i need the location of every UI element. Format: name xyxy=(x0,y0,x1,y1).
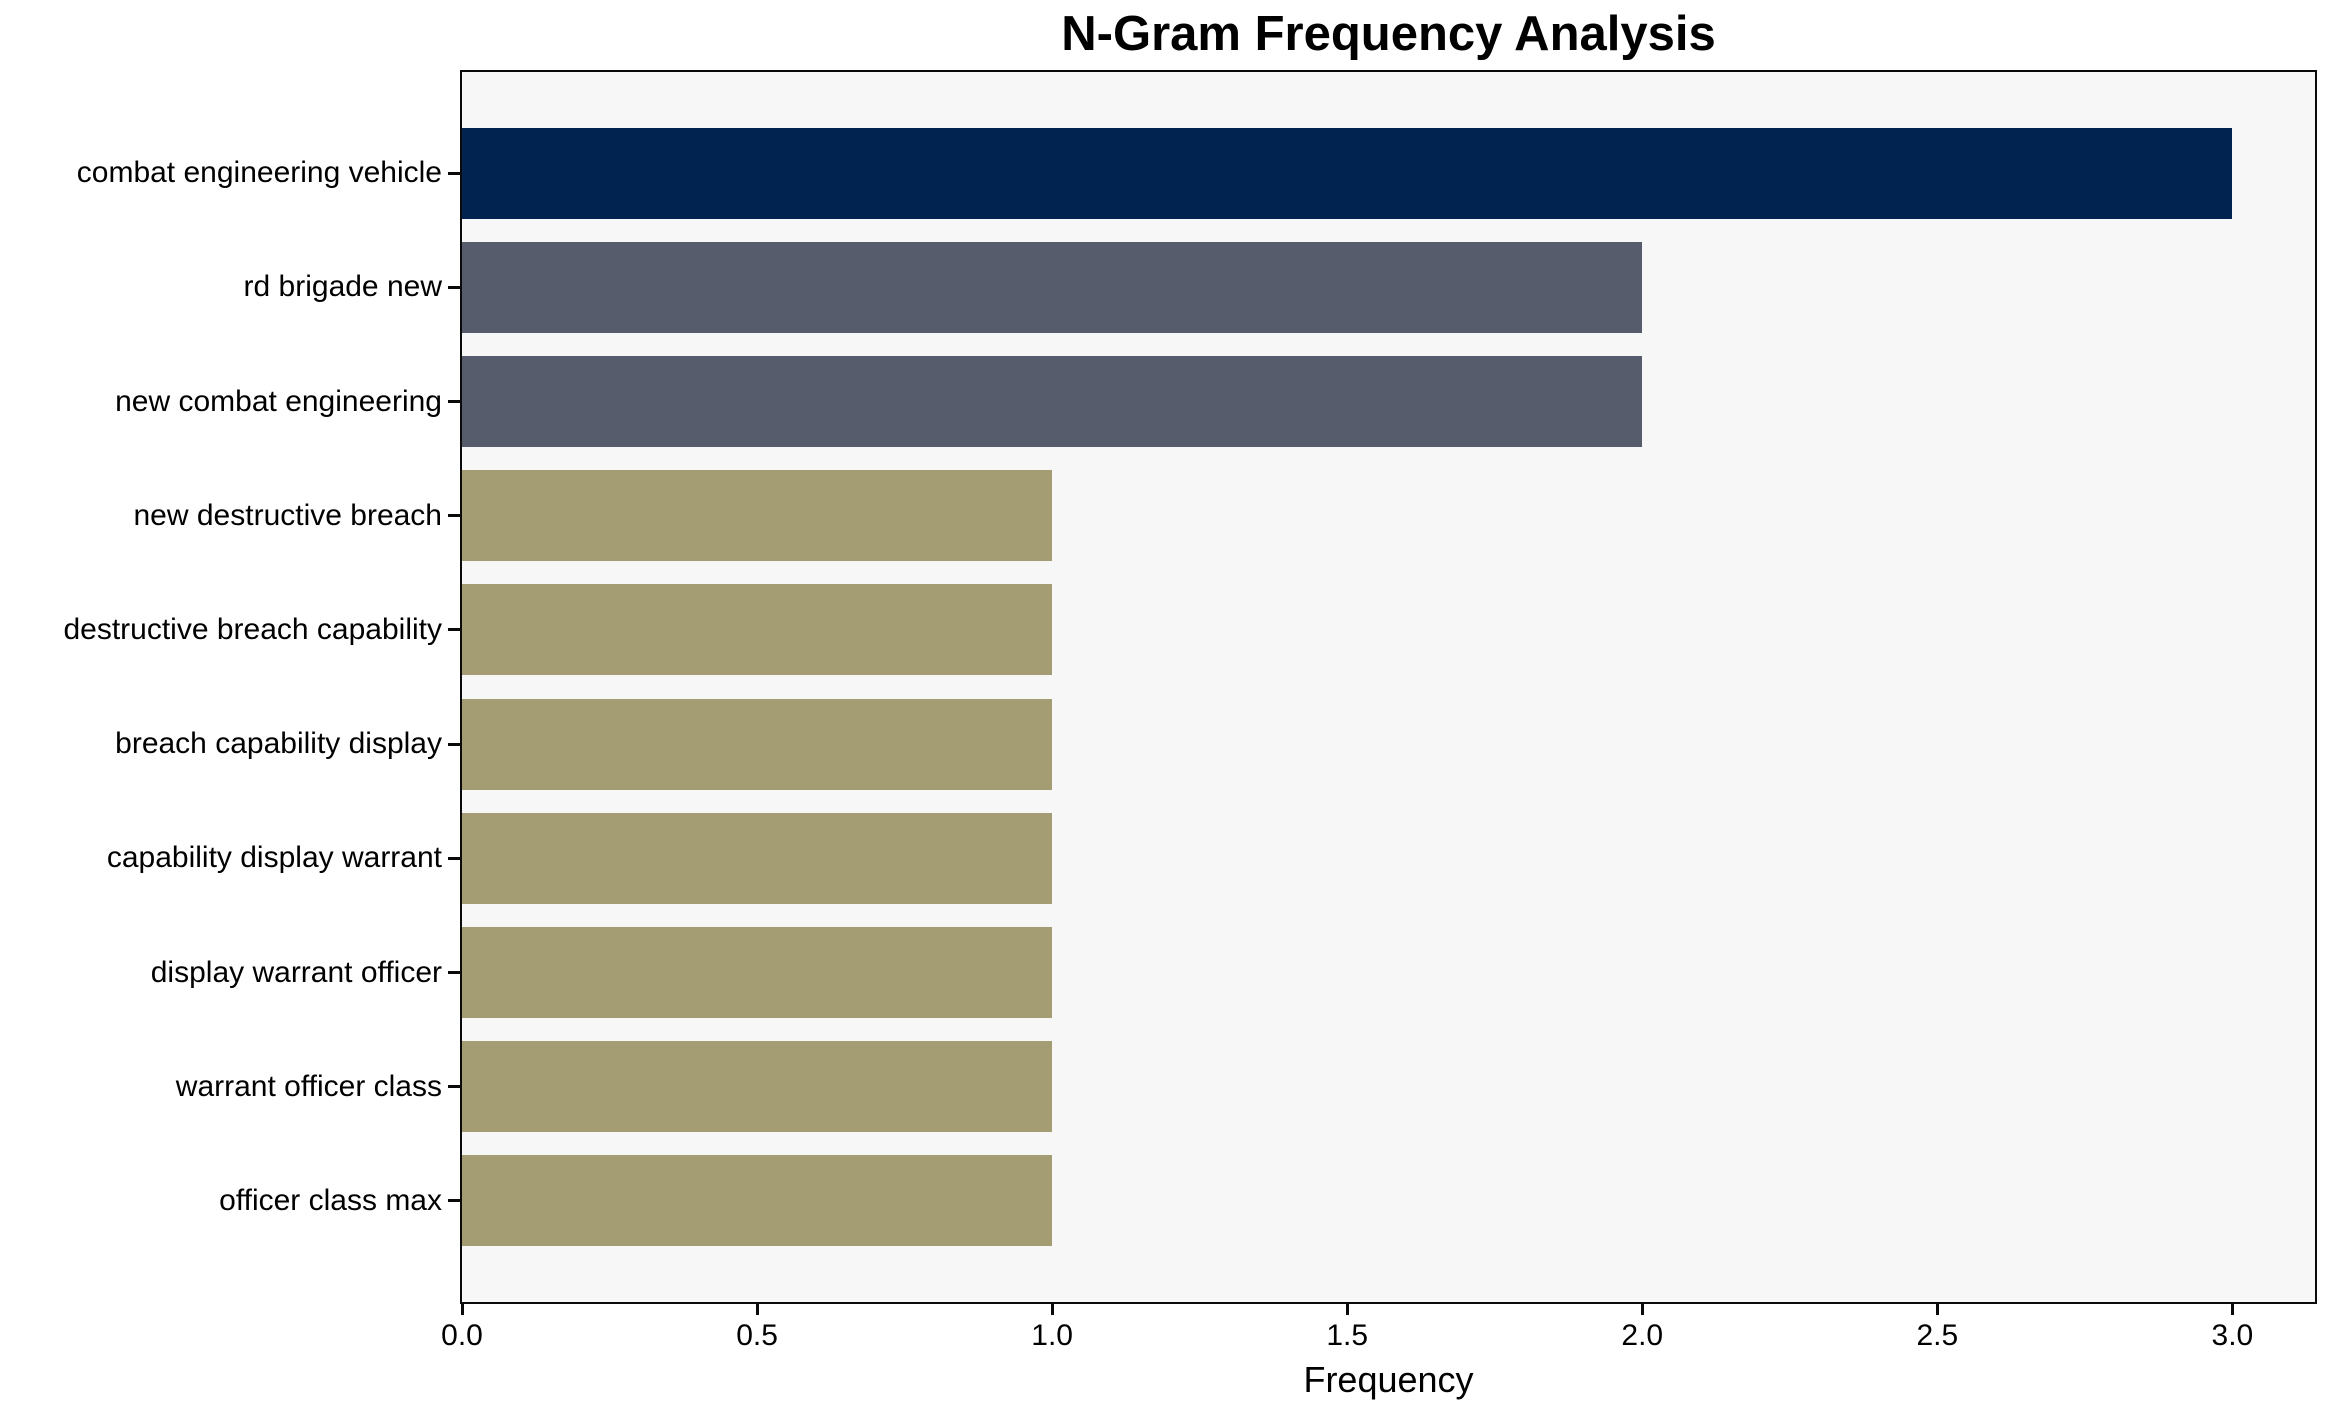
chart-title: N-Gram Frequency Analysis xyxy=(1061,7,1716,61)
bar-4 xyxy=(462,584,1053,676)
y-tick-3 xyxy=(448,514,460,518)
x-tick-5 xyxy=(1935,1304,1939,1315)
y-tick-8 xyxy=(448,1085,460,1089)
y-tick-7 xyxy=(448,971,460,974)
y-tick-0 xyxy=(448,171,460,175)
plot-area xyxy=(460,70,2317,1304)
x-tick-label-5: 2.5 xyxy=(1916,1319,1959,1352)
y-tick-2 xyxy=(448,400,460,403)
x-tick-6 xyxy=(2230,1304,2234,1315)
y-axis-label-7: display warrant officer xyxy=(150,955,442,989)
bar-6 xyxy=(462,812,1053,904)
bars-layer xyxy=(462,72,2315,1302)
bar-9 xyxy=(462,1155,1053,1247)
bar-0 xyxy=(462,127,2233,219)
bar-3 xyxy=(462,470,1053,562)
y-axis-label-1: rd brigade new xyxy=(243,270,442,304)
bar-2 xyxy=(462,356,1643,447)
x-tick-2 xyxy=(1050,1304,1054,1315)
y-axis-label-3: new destructive breach xyxy=(133,498,443,532)
y-tick-5 xyxy=(448,742,460,746)
x-tick-label-6: 3.0 xyxy=(2211,1319,2254,1352)
x-tick-label-4: 2.0 xyxy=(1621,1319,1664,1352)
x-tick-4 xyxy=(1640,1304,1644,1315)
x-tick-label-0: 0.0 xyxy=(441,1319,483,1352)
y-axis-label-9: officer class max xyxy=(219,1183,442,1217)
y-axis-label-4: destructive breach capability xyxy=(63,612,442,646)
x-tick-3 xyxy=(1345,1304,1349,1315)
bar-8 xyxy=(462,1041,1053,1133)
y-tick-9 xyxy=(448,1199,460,1203)
x-tick-0 xyxy=(460,1304,464,1315)
bar-5 xyxy=(462,698,1053,790)
y-tick-6 xyxy=(448,856,460,860)
x-axis-title: Frequency xyxy=(1303,1359,1474,1400)
y-axis-label-5: breach capability display xyxy=(115,727,442,761)
y-axis-label-6: capability display warrant xyxy=(106,841,442,875)
x-tick-label-1: 0.5 xyxy=(736,1319,778,1352)
y-axis-label-2: new combat engineering xyxy=(115,384,442,418)
bar-1 xyxy=(462,241,1643,333)
y-axis-label-0: combat engineering vehicle xyxy=(76,156,442,190)
y-tick-1 xyxy=(448,285,460,289)
y-tick-4 xyxy=(448,628,460,632)
x-tick-1 xyxy=(755,1304,759,1315)
bar-7 xyxy=(462,927,1053,1018)
x-tick-label-3: 1.5 xyxy=(1326,1319,1369,1352)
y-axis-label-8: warrant officer class xyxy=(175,1069,442,1103)
x-tick-label-2: 1.0 xyxy=(1031,1319,1073,1352)
